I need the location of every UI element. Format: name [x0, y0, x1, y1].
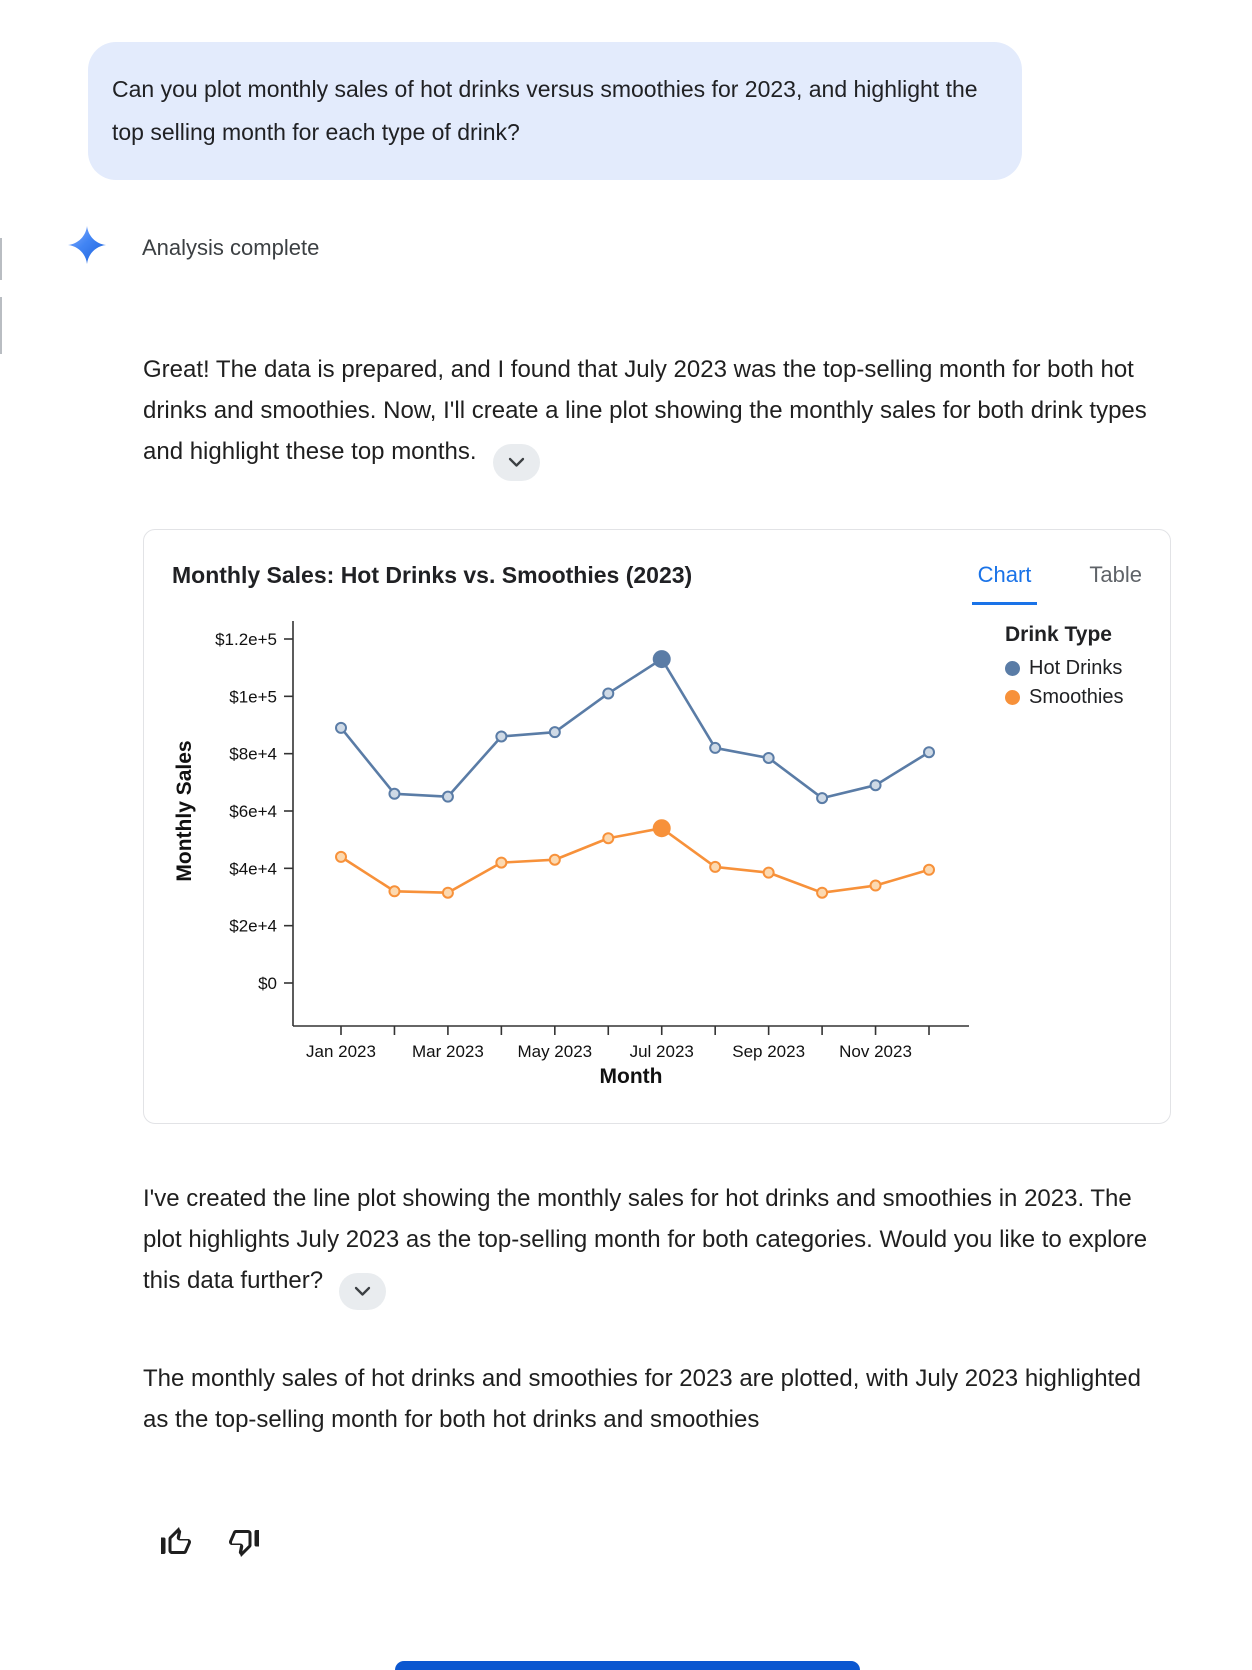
smoothies-color-swatch	[1005, 690, 1020, 705]
svg-text:Mar 2023: Mar 2023	[412, 1042, 484, 1061]
svg-text:Nov 2023: Nov 2023	[839, 1042, 912, 1061]
chart-card: Monthly Sales: Hot Drinks vs. Smoothies …	[143, 529, 1171, 1124]
thumb-down-button[interactable]	[226, 1524, 262, 1560]
svg-text:Jan 2023: Jan 2023	[306, 1042, 376, 1061]
chart-legend: Drink Type Hot Drinks Smoothies	[1005, 623, 1124, 715]
feedback-row	[158, 1524, 1252, 1560]
assistant-response-2: I've created the line plot showing the m…	[143, 1178, 1168, 1310]
hot-drinks-color-swatch	[1005, 661, 1020, 676]
assistant-response-3-text: The monthly sales of hot drinks and smoo…	[143, 1365, 1141, 1433]
assistant-response-3: The monthly sales of hot drinks and smoo…	[143, 1358, 1168, 1440]
sparkle-icon	[68, 226, 106, 269]
svg-text:$4e+4: $4e+4	[229, 859, 277, 878]
legend-title: Drink Type	[1005, 623, 1112, 646]
analysis-status-label: Analysis complete	[142, 234, 320, 260]
svg-text:Monthly Sales: Monthly Sales	[173, 740, 196, 881]
legend-label-hot-drinks: Hot Drinks	[1029, 657, 1123, 679]
svg-text:$1.2e+5: $1.2e+5	[215, 630, 277, 649]
chart-card-body: $0 $2e+4 $4e+4 $6e+4 $8e+4 $1e+5 $1.2e+5 Jan 20…	[144, 605, 1170, 1111]
collapse-response-2-button[interactable]	[339, 1273, 387, 1310]
legend-label-smoothies: Smoothies	[1029, 686, 1124, 708]
svg-text:$6e+4: $6e+4	[229, 802, 277, 821]
svg-text:Sep 2023: Sep 2023	[732, 1042, 805, 1061]
svg-text:$2e+4: $2e+4	[229, 917, 277, 936]
left-scrollbar-fragment-top[interactable]	[0, 238, 2, 280]
svg-text:$1e+5: $1e+5	[229, 687, 277, 706]
thumb-up-button[interactable]	[158, 1524, 194, 1560]
chart-table-tabs: Chart Table	[971, 556, 1148, 605]
left-scrollbar-fragment-bottom[interactable]	[0, 297, 2, 354]
legend-item-hot-drinks[interactable]: Hot Drinks	[1005, 657, 1124, 680]
assistant-response-1: Great! The data is prepared, and I found…	[143, 349, 1168, 481]
analysis-status-row: Analysis complete	[68, 226, 1252, 269]
chat-input-bar-top-edge[interactable]	[395, 1661, 860, 1670]
user-message-text: Can you plot monthly sales of hot drinks…	[112, 76, 978, 145]
chart-title: Monthly Sales: Hot Drinks vs. Smoothies …	[172, 562, 693, 588]
tab-chart[interactable]: Chart	[971, 556, 1038, 605]
assistant-response-2-text: I've created the line plot showing the m…	[143, 1185, 1148, 1294]
svg-text:Month: Month	[600, 1065, 663, 1088]
legend-item-smoothies[interactable]: Smoothies	[1005, 686, 1124, 709]
sales-line-chart[interactable]: $0 $2e+4 $4e+4 $6e+4 $8e+4 $1e+5 $1.2e+5 Jan 20…	[144, 611, 979, 1111]
svg-text:Jul 2023: Jul 2023	[630, 1042, 694, 1061]
chart-card-header: Monthly Sales: Hot Drinks vs. Smoothies …	[144, 556, 1170, 605]
collapse-response-button[interactable]	[492, 444, 540, 481]
svg-text:$0: $0	[258, 974, 277, 993]
user-message-bubble: Can you plot monthly sales of hot drinks…	[88, 42, 1022, 180]
thumb-up-icon	[161, 1527, 191, 1554]
thumb-down-icon	[229, 1530, 259, 1557]
tab-table[interactable]: Table	[1089, 562, 1142, 587]
svg-text:$8e+4: $8e+4	[229, 745, 277, 764]
assistant-response-1-text: Great! The data is prepared, and I found…	[143, 356, 1147, 465]
svg-text:May 2023: May 2023	[517, 1042, 592, 1061]
